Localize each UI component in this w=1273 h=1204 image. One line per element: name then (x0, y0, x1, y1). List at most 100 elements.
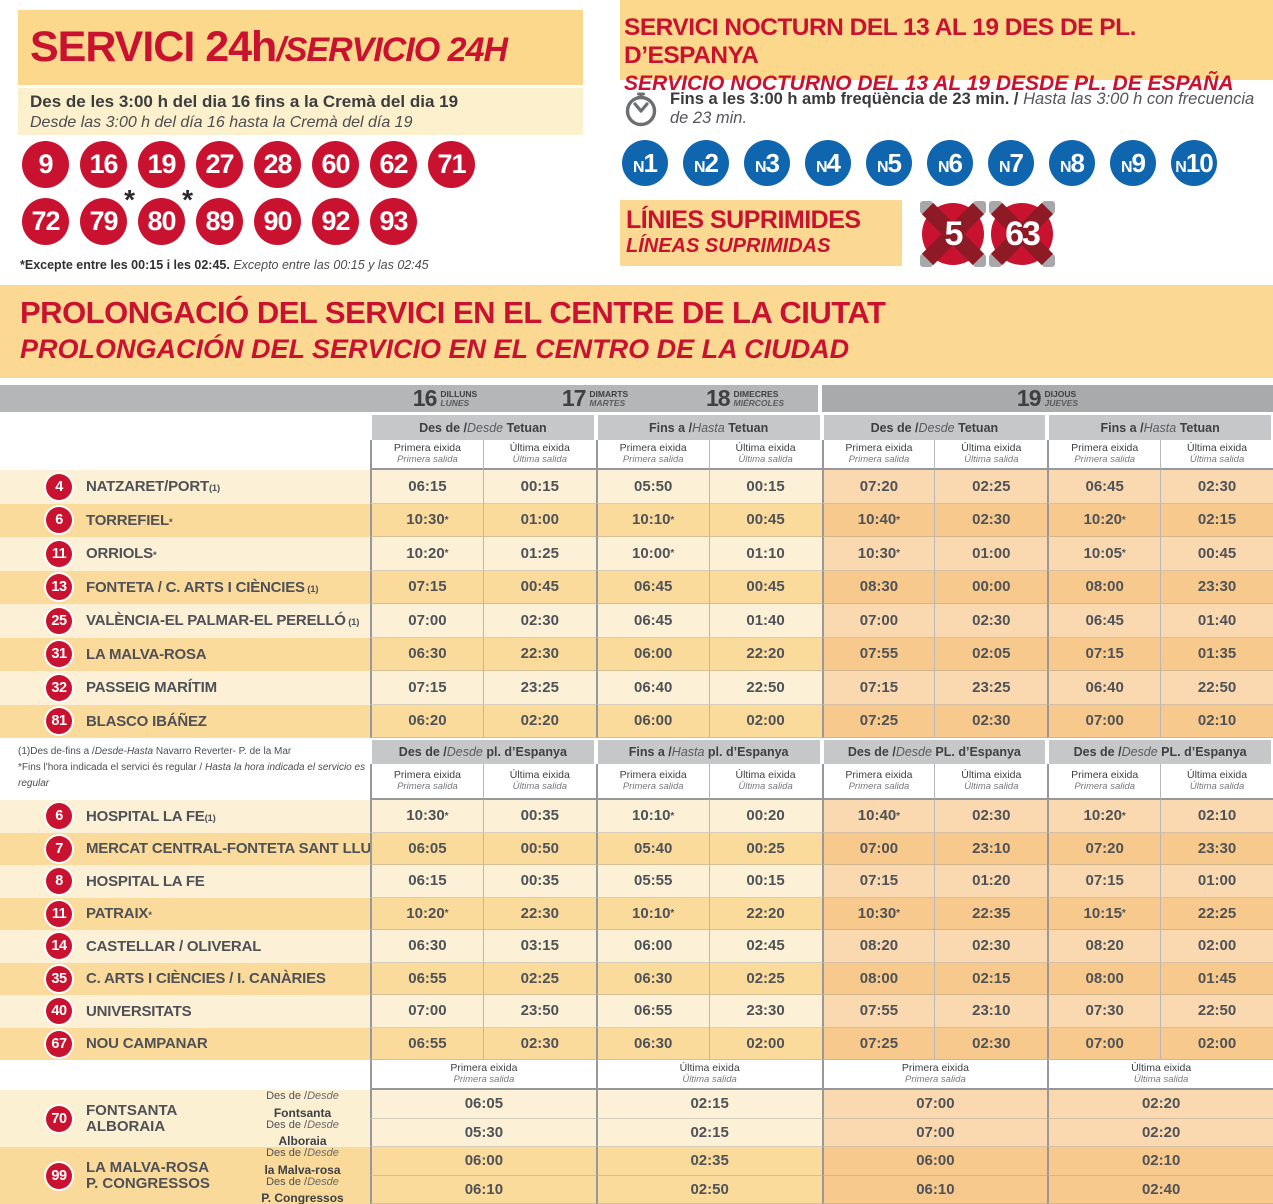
route-name-mark: (1) (304, 583, 319, 595)
frequency-ca: Fins a les 3:00 h amb freqüència de 23 m… (670, 90, 1010, 108)
line-badge: 8 (46, 868, 72, 895)
subheader-es: Primera salida (1074, 454, 1136, 465)
line-number: 27 (205, 149, 234, 179)
time-cell: 07:00 (821, 1090, 1048, 1119)
line-number: 92 (321, 206, 350, 236)
line-badge: 6 (46, 507, 72, 534)
subheader-last-departure: Última eixida Última salida (1160, 440, 1273, 470)
time-cell: 23:30 (1160, 570, 1273, 604)
table-row: 25 VALÈNCIA-EL PALMAR-EL PERELLÓ (1) 07:00… (0, 604, 1273, 638)
route-name: HOSPITAL LA FE(1) (86, 808, 216, 825)
table-row: 40 UNIVERSITATS 07:00 23:50 06:55 23:30 07:55 2… (0, 995, 1273, 1028)
footnote-es: Excepto entre las 00:15 y las 02:45 (229, 258, 429, 272)
table-row: 13 FONTETA / C. ARTS I CIÈNCIES (1) 07:15 0… (0, 570, 1273, 604)
time-cell: 02:10 (1160, 800, 1273, 833)
time-cell: 06:10 (821, 1175, 1048, 1204)
time-cell: 07:25 (821, 704, 935, 738)
group-pre: Des de / (398, 745, 447, 759)
subheader-es: Última salida (738, 454, 793, 465)
subheader-ca: Primera eixida (1071, 442, 1139, 454)
group-it: Desde (446, 745, 483, 759)
subheader-es: Primera salida (622, 781, 684, 792)
service-24h-title-ca: SERVICI 24h (30, 23, 277, 71)
group-header: Des de / Desde Tetuan (372, 415, 594, 440)
time-cell: 00:25 (708, 832, 822, 865)
time-cell: 06:00 (370, 1147, 596, 1176)
subheader-ca: Primera eixida (901, 1062, 969, 1074)
night-line-badge: N9 (1110, 140, 1156, 186)
time-cell: 06:45 (595, 570, 709, 604)
line-badge: 9 (22, 141, 69, 188)
route-name: TORREFIEL* (86, 511, 173, 529)
day-name-es: JUEVES (1044, 398, 1079, 408)
time-cell: 00:15 (708, 865, 822, 898)
day-name-es: MARTES (589, 398, 626, 408)
time-cell: 10:20 * (370, 897, 483, 930)
subheader-first-departure: Primera eixida Primera salida (595, 764, 709, 800)
table-footnotes: (1)Des de-fins a /Desde-Hasta Navarro Re… (0, 738, 370, 800)
route-name-text: HOSPITAL LA FE (86, 872, 205, 890)
line-number: 28 (263, 149, 292, 179)
day-label-16: 16 DILLUNS LUNES (370, 385, 520, 412)
origin-pre: Des de / (266, 1090, 308, 1102)
time-cell: 02:30 (482, 604, 596, 638)
subheader-last-departure: Última eixida Última salida (595, 1060, 822, 1090)
route-name-text: UNIVERSITATS (86, 1002, 192, 1020)
subheader-es: Primera salida (622, 454, 684, 465)
time-cell: 02:25 (708, 962, 822, 995)
route-name-text: CASTELLAR / OLIVERAL (86, 937, 262, 955)
route-cell: 14 CASTELLAR / OLIVERAL (0, 930, 370, 963)
route-name-text: C. ARTS I CIÈNCIES / I. CANÀRIES (86, 970, 326, 988)
route-name-text: TORREFIEL (86, 511, 169, 529)
origin-name: P. Congressos (261, 1191, 344, 1204)
subheader-es: Primera salida (397, 781, 458, 792)
clock-icon (625, 92, 657, 127)
route-name: FONTETA / C. ARTS I CIÈNCIES (1) (86, 579, 319, 596)
night-title-ca: SERVICI NOCTURN DEL 13 AL 19 DES DE PL. … (624, 14, 1136, 69)
route-name: UNIVERSITATS (86, 1002, 192, 1020)
line-number: 60 (321, 149, 350, 179)
line-badge: 62 (370, 141, 417, 188)
subheader-ca: Primera eixida (845, 442, 913, 454)
time-cell: 01:40 (708, 604, 822, 638)
time-cell: 06:00 (595, 704, 709, 738)
subheader-ca: Última eixida (679, 1062, 740, 1074)
time-cell: 02:30 (934, 1027, 1048, 1060)
line-number: 9 (38, 149, 53, 179)
time-cell: 02:25 (934, 470, 1048, 504)
time-cell: 07:15 (821, 865, 935, 898)
line-badge: 71 (428, 141, 475, 188)
day-label-18: 18 DIMECRES MIÉRCOLES (670, 385, 820, 412)
time-cell: 02:20 (482, 704, 596, 738)
subheader-last-departure: Última eixida Última salida (708, 440, 822, 470)
subheader-ca: Primera eixida (450, 1062, 518, 1074)
table-row: 7 MERCAT CENTRAL-FONTETA SANT LLUÍS 06:05 0… (0, 832, 1273, 865)
origin-it: Desde (307, 1147, 339, 1159)
line-badge: 70 (46, 1105, 72, 1132)
group-pre: Des de / (419, 420, 467, 435)
subheader-ca: Primera eixida (619, 442, 687, 454)
route-name-text: NATZARET/PORT (86, 478, 209, 496)
line-badge: 11 (46, 900, 72, 927)
time-cell: 01:45 (1160, 962, 1273, 995)
subheader-ca: Última eixida (509, 442, 570, 454)
line-badge: 80 * (138, 184, 193, 245)
group-it: Desde (1121, 745, 1158, 759)
line-badge: 40 (46, 998, 72, 1025)
group-header: Des de / Desde PL. d’Espanya (1049, 740, 1271, 764)
line-badge: 6 (46, 803, 72, 830)
table-row: 6 TORREFIEL* 10:30 * 01:00 10:10 * 00:45 10:40 * 0… (0, 503, 1273, 537)
table-row: 11 PATRAIX* 10:20 * 22:30 10:10 * 22:20 10:30 * 22… (0, 897, 1273, 930)
footnote-1-italic: Desde-Hasta (94, 746, 154, 757)
route-name: PATRAIX* (86, 905, 152, 922)
group-header: Des de / Desde pl. d’Espanya (372, 740, 594, 764)
subheader-es: Primera salida (1074, 781, 1136, 792)
route-name-mark: * (148, 910, 152, 922)
timetable-block-espanya: 6 HOSPITAL LA FE(1) 10:30 * 00:35 10:10 * 00:20… (0, 800, 1273, 1060)
line-badge: 92 (312, 198, 359, 245)
group-place: Tetuan (724, 420, 769, 435)
time-cell: 07:25 (821, 1027, 935, 1060)
group-pre: Des de / (847, 745, 896, 759)
route-name-text: BLASCO IBÁÑEZ (86, 712, 207, 730)
group-it: Desde (918, 420, 955, 435)
